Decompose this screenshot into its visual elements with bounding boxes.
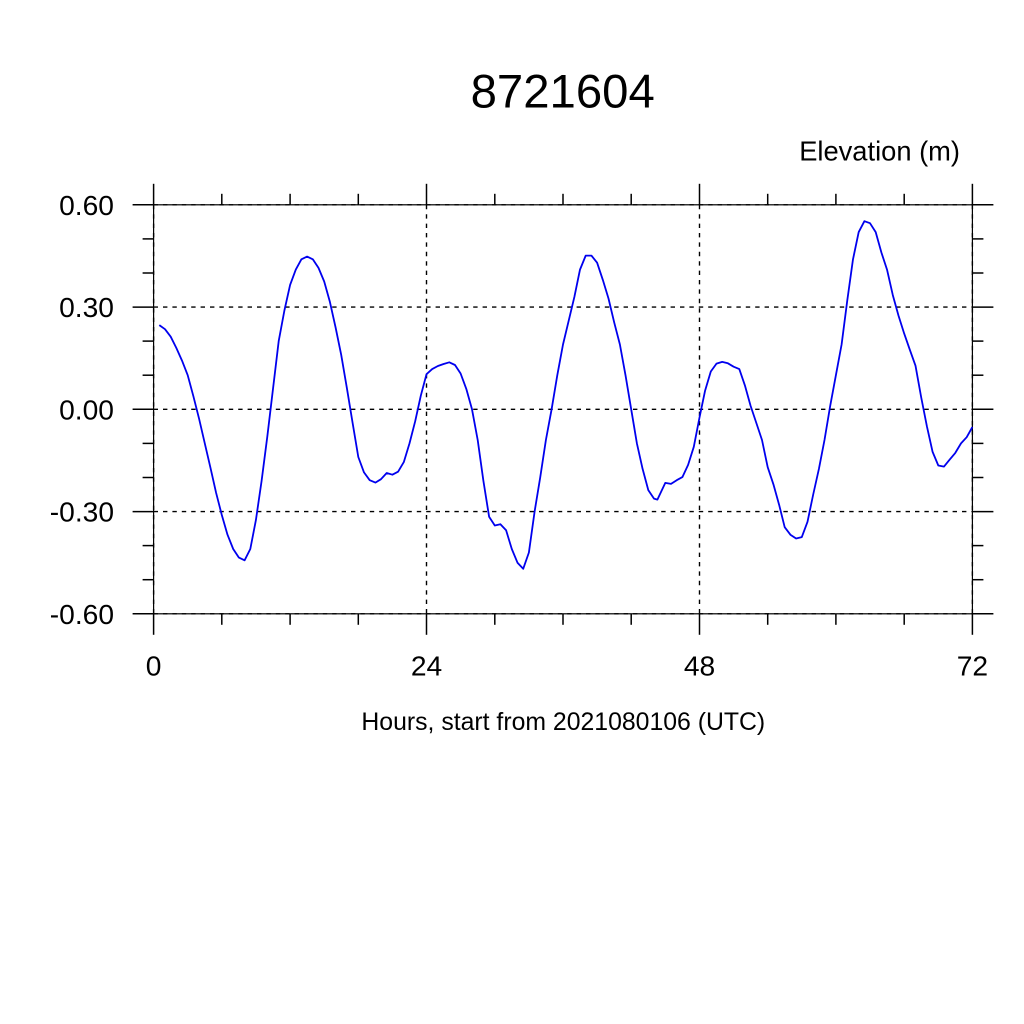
svg-text:0: 0 (146, 649, 162, 681)
svg-text:0.30: 0.30 (59, 291, 114, 323)
svg-text:-0.30: -0.30 (50, 496, 114, 528)
svg-text:0.60: 0.60 (59, 189, 114, 221)
svg-text:48: 48 (684, 649, 715, 681)
svg-text:72: 72 (957, 649, 988, 681)
svg-text:8721604: 8721604 (471, 66, 655, 119)
svg-text:Elevation (m): Elevation (m) (799, 135, 960, 166)
svg-text:0.00: 0.00 (59, 393, 114, 425)
svg-text:Hours, start from 2021080106 (: Hours, start from 2021080106 (UTC) (361, 709, 765, 736)
svg-text:-0.60: -0.60 (50, 598, 114, 630)
svg-text:24: 24 (411, 649, 442, 681)
